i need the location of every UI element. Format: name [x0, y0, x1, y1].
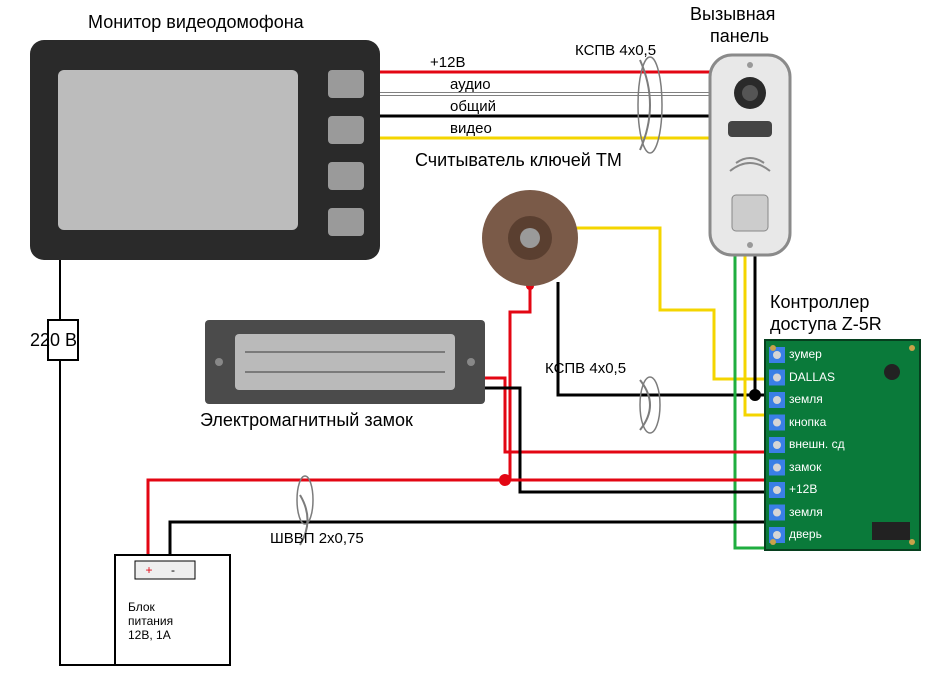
controller-terminal-label: +12В — [789, 482, 817, 496]
psu-line3: 12В, 1А — [128, 628, 171, 642]
svg-text:-: - — [171, 563, 175, 577]
controller-title-1: Контроллер — [770, 292, 869, 313]
controller-terminal-label: земля — [789, 392, 823, 406]
lock-title: Электромагнитный замок — [200, 410, 413, 431]
psu-line1: Блок — [128, 600, 155, 614]
electromagnetic-lock — [205, 320, 485, 404]
controller-terminal-label: внешн. cд — [789, 437, 845, 451]
call-panel-title-1: Вызывная — [690, 4, 775, 25]
controller-terminal-label: земля — [789, 505, 823, 519]
video-monitor — [30, 40, 380, 260]
svg-text:+: + — [145, 563, 152, 577]
cable-shvvp: ШВВП 2х0,75 — [270, 530, 364, 547]
controller-terminal-label: кнопка — [789, 415, 826, 429]
key-reader — [482, 190, 578, 286]
cable-kspv-mid: КСПВ 4х0,5 — [545, 360, 626, 377]
call-panel-title-2: панель — [710, 26, 769, 47]
controller-terminal-label: DALLAS — [789, 370, 835, 384]
cable-kspv-top: КСПВ 4х0,5 — [575, 42, 656, 59]
call-panel — [710, 55, 790, 255]
controller-terminal-label: дверь — [789, 527, 822, 541]
controller-terminal-label: замок — [789, 460, 821, 474]
monitor-title: Монитор видеодомофона — [88, 12, 304, 33]
mains-label: 220 В — [30, 330, 77, 351]
wire-common-label: общий — [450, 98, 496, 115]
controller-title-2: доступа Z-5R — [770, 314, 882, 335]
reader-title: Считыватель ключей ТМ — [415, 150, 622, 171]
wire-12v-label: +12В — [430, 54, 465, 71]
psu-line2: питания — [128, 614, 173, 628]
wire-video-label: видео — [450, 120, 492, 137]
wire-audio-label: аудио — [450, 76, 491, 93]
controller-terminal-label: зумер — [789, 347, 822, 361]
